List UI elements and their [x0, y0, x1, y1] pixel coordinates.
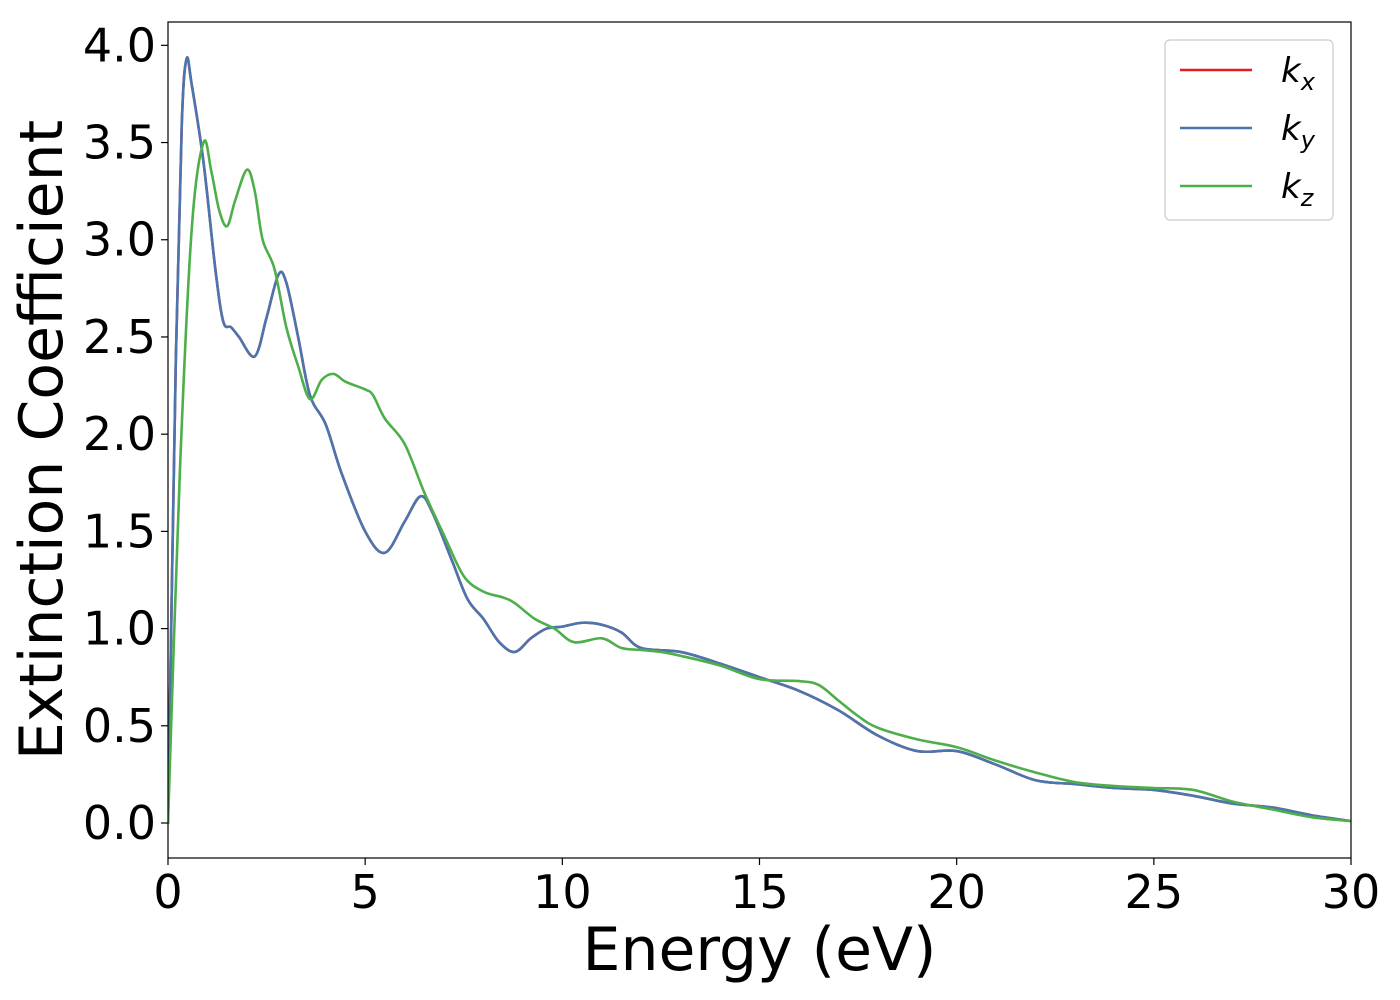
- y-tick-label: 2.5: [83, 310, 156, 364]
- x-tick-label: 5: [351, 865, 380, 919]
- x-tick-label: 25: [1125, 865, 1184, 919]
- legend: kx ky kz: [1164, 39, 1334, 221]
- y-tick-label: 0.0: [83, 796, 156, 850]
- y-tick-label: 1.5: [83, 504, 156, 558]
- y-tick-label: 3.5: [83, 116, 156, 170]
- y-tick-label: 2.0: [83, 407, 156, 461]
- legend-label-k-z: kz: [1281, 167, 1315, 212]
- x-tick-label: 30: [1322, 865, 1381, 919]
- x-axis: 0 5 10 15 20 25 30: [153, 858, 1380, 919]
- x-tick-label: 0: [153, 865, 182, 919]
- series-line-k-y: [168, 56, 1351, 825]
- y-axis-title: Extinction Coefficient: [7, 120, 77, 760]
- legend-label-k-x: kx: [1281, 51, 1316, 96]
- legend-box: [1164, 39, 1334, 221]
- x-axis-title: Energy (eV): [583, 915, 937, 985]
- y-tick-label: 1.0: [83, 602, 156, 656]
- x-tick-label: 10: [533, 865, 592, 919]
- x-tick-label: 20: [927, 865, 986, 919]
- y-tick-label: 0.5: [83, 699, 156, 753]
- y-tick-label: 3.0: [83, 213, 156, 267]
- legend-label-k-y: ky: [1281, 109, 1316, 154]
- series-line-k-z: [168, 139, 1351, 825]
- series-layer: [168, 56, 1351, 825]
- x-tick-label: 15: [730, 865, 789, 919]
- y-axis: 0.0 0.5 1.0 1.5 2.0 2.5 3.0 3.5 4.0: [83, 18, 168, 850]
- y-tick-label: 4.0: [83, 18, 156, 72]
